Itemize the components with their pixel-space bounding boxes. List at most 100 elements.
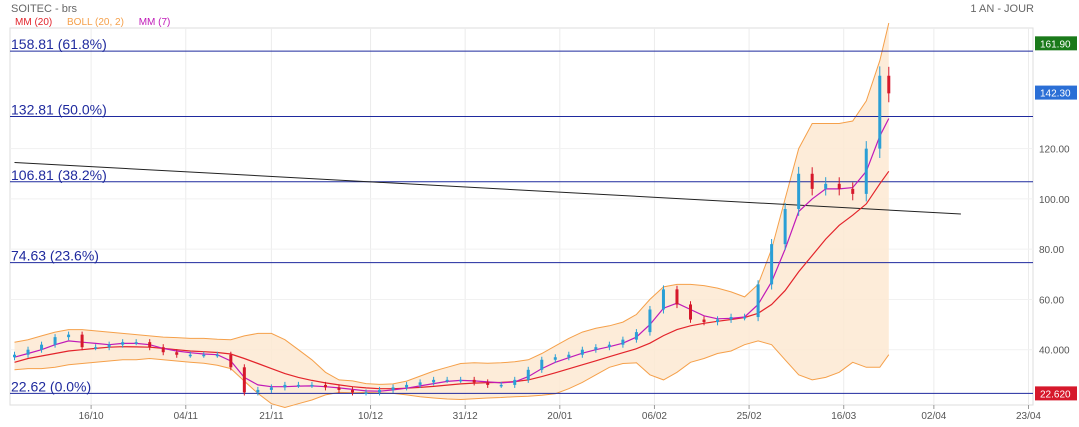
candle-body [80, 334, 84, 348]
candle-body [459, 379, 463, 382]
candle-body [607, 344, 611, 348]
candle-body [472, 379, 476, 383]
price-tag-label: 161.90 [1040, 39, 1071, 50]
candle-body [878, 75, 882, 149]
candle-body [526, 369, 530, 380]
candle-body [26, 349, 30, 355]
trendline [14, 161, 961, 215]
candle-body [256, 389, 260, 393]
moving-averages [14, 118, 890, 392]
candle-body [661, 289, 665, 310]
candle-body [553, 357, 557, 360]
candle-body [851, 188, 855, 194]
candle-body [310, 384, 314, 387]
x-tick-label: 23/04 [1016, 411, 1041, 422]
candle-body [351, 389, 355, 393]
candle-body [688, 304, 692, 320]
chart-axes: 16/10 04/11 21/11 10/12 31/12 20/01 06/02 25/02… [79, 145, 1070, 422]
candle-body [810, 173, 814, 189]
fib-label: 22.62 (0.0%) [11, 378, 91, 394]
y-tick-label: 100.00 [1039, 195, 1070, 206]
trendline-line [14, 161, 961, 215]
x-tick-label: 31/12 [453, 411, 478, 422]
candle-body [864, 148, 868, 194]
x-tick-label: 25/02 [737, 411, 762, 422]
candle-body [378, 389, 382, 393]
price-tag-label: 142.30 [1040, 89, 1071, 100]
candle-body [94, 347, 98, 349]
candle-body [621, 339, 625, 345]
price-tag-bg [1035, 386, 1077, 401]
y-tick-label: 40.000 [1039, 346, 1070, 357]
legend-ma7: MM (7) [138, 17, 171, 28]
legend-bollinger: BOLL (20, 2) [67, 17, 124, 28]
candle-body [499, 384, 503, 387]
price-tags: 161.90 142.30 22.620 [1035, 36, 1077, 401]
ma7-line [14, 118, 890, 392]
candle-body [13, 354, 17, 358]
candle-body [580, 349, 584, 355]
candle-body [121, 342, 125, 345]
chart-legend: MM (20) BOLL (20, 2) MM (7) [15, 17, 182, 28]
candle-body [648, 309, 652, 333]
price-tag-bg [1035, 85, 1077, 100]
candle-body [405, 384, 409, 388]
candle-body [148, 342, 152, 348]
y-tick-label: 80.00 [1039, 245, 1064, 256]
candle-body [188, 354, 192, 357]
candle-body [107, 344, 111, 348]
candle-body [202, 354, 206, 357]
candle-body [486, 382, 490, 385]
candle-body [824, 183, 828, 189]
candle-body [283, 384, 287, 388]
candle-body [743, 317, 747, 319]
bollinger-fill [14, 23, 889, 408]
candle-body [161, 347, 165, 353]
legend-ma20: MM (20) [15, 17, 53, 28]
candle-body [756, 284, 760, 318]
candle-body [337, 387, 341, 390]
price-tag: 161.90 [1035, 36, 1077, 51]
price-tag-label: 22.620 [1040, 389, 1071, 400]
x-tick-label: 04/11 [174, 411, 199, 422]
candle-body [783, 208, 787, 245]
fib-label: 132.81 (50.0%) [11, 101, 107, 117]
x-tick-label: 16/03 [831, 411, 856, 422]
y-tick-label: 60.00 [1039, 295, 1064, 306]
x-tick-label: 02/04 [921, 411, 946, 422]
candle-body [675, 289, 679, 305]
candle-body [242, 367, 246, 393]
price-tag: 142.30 [1035, 85, 1077, 100]
candle-body [567, 354, 571, 358]
candle-body [634, 332, 638, 340]
fibonacci-levels: 158.81 (61.8%) 132.81 (50.0%) 106.81 (38.2… [10, 36, 1033, 394]
candle-body [296, 384, 300, 387]
candlesticks [13, 66, 891, 396]
candle-body [134, 342, 138, 344]
x-tick-label: 20/01 [547, 411, 572, 422]
candle-body [229, 354, 233, 368]
bollinger-lower [14, 340, 890, 409]
candle-body [729, 317, 733, 320]
candle-body [716, 319, 720, 323]
period-label[interactable]: 1 AN - JOUR [970, 3, 1034, 15]
fib-label: 106.81 (38.2%) [11, 167, 107, 183]
candle-body [323, 384, 327, 388]
candle-body [797, 173, 801, 209]
y-tick-label: 120.00 [1039, 145, 1070, 156]
candle-body [887, 75, 891, 94]
x-tick-label: 06/02 [642, 411, 667, 422]
candle-body [53, 337, 57, 345]
x-tick-label: 21/11 [259, 411, 284, 422]
candle-body [540, 359, 544, 370]
price-tag-bg [1035, 36, 1077, 51]
candle-body [418, 382, 422, 385]
bollinger-bands [14, 22, 890, 409]
price-tag: 22.620 [1035, 386, 1077, 401]
candle-body [40, 344, 44, 350]
bollinger-upper [14, 22, 890, 385]
candle-body [215, 354, 219, 357]
candle-body [391, 387, 395, 390]
candle-body [702, 319, 706, 323]
